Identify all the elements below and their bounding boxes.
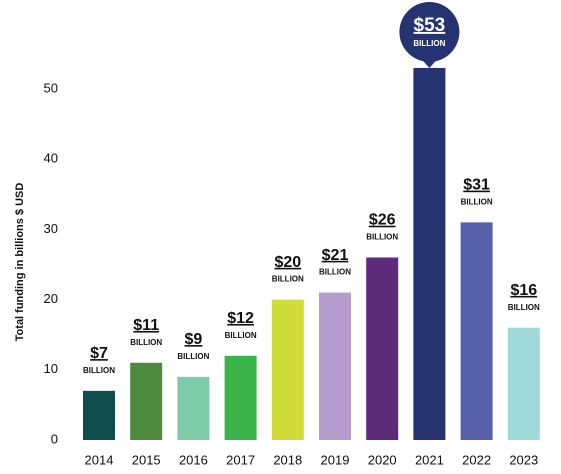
value-unit: BILLION <box>225 331 257 340</box>
value-label: $26 <box>369 212 396 229</box>
bar <box>83 390 115 440</box>
x-tick-label: 2021 <box>415 452 444 467</box>
x-tick-label: 2017 <box>226 452 255 467</box>
bar <box>460 222 493 440</box>
bar <box>224 355 257 440</box>
value-label: $21 <box>322 247 349 264</box>
value-unit: BILLION <box>319 268 351 277</box>
x-tick-label: 2014 <box>85 452 114 467</box>
bar <box>177 376 210 440</box>
bar <box>413 67 446 440</box>
bar <box>271 299 304 440</box>
value-label: $16 <box>510 282 537 299</box>
value-label: $53 <box>414 15 446 36</box>
value-unit: BILLION <box>366 233 398 242</box>
x-tick-label: 2020 <box>368 452 397 467</box>
x-tick-label: 2015 <box>132 452 161 467</box>
value-unit: BILLION <box>508 303 540 312</box>
bar <box>507 327 540 440</box>
x-tick-label: 2023 <box>509 452 538 467</box>
x-tick-label: 2016 <box>179 452 208 467</box>
bar <box>130 362 163 440</box>
value-unit: BILLION <box>177 352 209 361</box>
value-unit: BILLION <box>83 366 115 375</box>
y-tick-label: 10 <box>44 361 58 376</box>
value-label: $7 <box>90 345 108 362</box>
bar <box>319 292 351 440</box>
y-tick-label: 40 <box>44 151 58 166</box>
x-tick-label: 2018 <box>273 452 302 467</box>
y-tick-label: 50 <box>44 80 58 95</box>
value-label: $9 <box>185 331 203 348</box>
callout-bubble <box>399 1 460 62</box>
y-tick-label: 20 <box>44 291 58 306</box>
value-unit: BILLION <box>130 338 162 347</box>
x-tick-label: 2022 <box>462 452 491 467</box>
value-label: $20 <box>274 254 301 271</box>
value-label: $31 <box>463 177 490 194</box>
x-tick-label: 2019 <box>321 452 350 467</box>
y-tick-label: 30 <box>44 221 58 236</box>
value-label: $12 <box>227 310 254 327</box>
y-axis-title: Total funding in billions $ USD <box>14 183 26 342</box>
value-unit: BILLION <box>461 197 493 206</box>
value-unit: BILLION <box>272 275 304 284</box>
bar <box>366 257 399 440</box>
y-tick-label: 0 <box>51 431 58 446</box>
value-label: $11 <box>133 317 159 334</box>
value-unit: BILLION <box>413 39 445 48</box>
